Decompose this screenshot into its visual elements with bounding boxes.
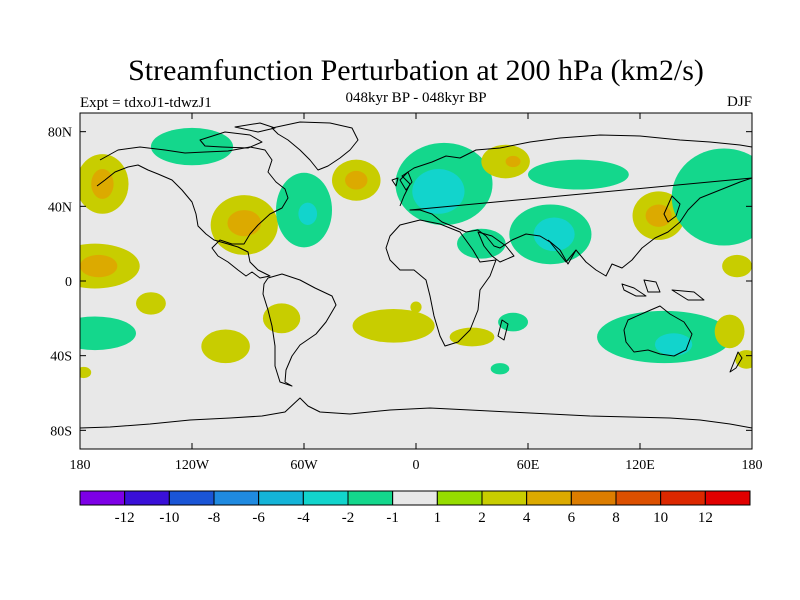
- map-panel: [79, 112, 753, 450]
- colorbar-label-1: -10: [159, 510, 179, 526]
- colorbar-label-13: 12: [698, 510, 713, 526]
- season-label: DJF: [727, 94, 752, 110]
- anomaly-region-11: [457, 228, 506, 259]
- colorbar-swatch-1: [124, 490, 170, 506]
- anomaly-region-23: [136, 292, 166, 315]
- coastlines: [80, 121, 752, 429]
- colorbar-label-11: 8: [612, 510, 620, 526]
- coast-antarctica: [80, 397, 752, 429]
- anomaly-region-26: [262, 303, 301, 334]
- y-tick-label-0: 80N: [48, 126, 72, 141]
- y-tick-label-4: 80S: [50, 424, 72, 439]
- anomaly-region-1: [91, 169, 114, 199]
- coast-africa: [385, 219, 497, 347]
- anomaly-region-29: [449, 327, 495, 347]
- anomaly-region-33: [714, 314, 745, 349]
- y-tick-label-3: 40S: [50, 350, 72, 365]
- colorbar-swatch-7: [392, 490, 438, 506]
- colorbar-swatch-5: [302, 490, 349, 506]
- x-tick-label-4: 60E: [517, 458, 540, 473]
- coast-south-america: [262, 273, 337, 387]
- x-tick-label-0: 180: [70, 458, 91, 473]
- anomaly-region-36: [80, 366, 92, 379]
- colorbar-swatch-14: [704, 490, 751, 506]
- y-tick-label-1: 40N: [48, 200, 72, 215]
- colorbar-label-12: 10: [653, 510, 668, 526]
- colorbar-swatch-9: [481, 490, 528, 506]
- coast-greenland: [271, 121, 359, 171]
- colorbar-swatch-0: [79, 490, 126, 506]
- anomaly-region-19: [671, 148, 752, 246]
- anomaly-region-2: [150, 127, 234, 166]
- x-tick-label-1: 120W: [175, 458, 210, 473]
- anomaly-region-22: [722, 254, 752, 278]
- colorbar-swatch-4: [258, 490, 304, 506]
- coast-madagascar: [497, 319, 509, 341]
- anomaly-region-24: [80, 316, 136, 351]
- period-label: 048kyr BP - 048kyr BP: [345, 90, 486, 106]
- anomaly-region-27: [352, 309, 435, 343]
- x-tick-label-2: 60W: [290, 458, 318, 473]
- colorbar-label-4: -4: [297, 510, 310, 526]
- coast-india: [547, 239, 577, 265]
- coast-australia: [623, 305, 693, 357]
- colorbar-label-3: -6: [252, 510, 265, 526]
- x-tick-label-6: 180: [742, 458, 763, 473]
- coast-north-america: [96, 146, 289, 279]
- colorbar-label-0: -12: [115, 510, 135, 526]
- colorbar-label-2: -8: [208, 510, 221, 526]
- colorbar-label-6: -1: [386, 510, 399, 526]
- y-tick-label-2: 0: [65, 275, 72, 290]
- colorbar-label-10: 6: [568, 510, 576, 526]
- anomaly-region-28: [410, 301, 422, 313]
- anomaly-region-16: [533, 217, 575, 252]
- anomaly-region-18: [645, 204, 672, 227]
- coast-new-zealand: [729, 351, 743, 373]
- anomaly-region-32: [654, 333, 693, 356]
- colorbar-swatch-6: [347, 490, 394, 506]
- anomaly-region-35: [490, 363, 510, 375]
- x-tick-label-3: 0: [413, 458, 420, 473]
- colorbar-swatch-11: [570, 490, 617, 506]
- anomaly-region-8: [345, 170, 368, 190]
- experiment-label: Expt = tdxoJ1-tdwzJ1: [80, 95, 212, 111]
- anomaly-region-14: [528, 159, 629, 190]
- colorbar-swatch-13: [660, 490, 706, 506]
- x-tick-label-5: 120E: [625, 458, 655, 473]
- colorbar-label-9: 4: [523, 510, 531, 526]
- colorbar-label-8: 2: [478, 510, 486, 526]
- anomaly-region-6: [298, 202, 318, 225]
- chart-title: Streamfunction Perturbation at 200 hPa (…: [128, 54, 704, 87]
- map-axes: 180 120W 60W 0 60E 120E 180 80N 40N 0 40S 80S: [48, 113, 763, 473]
- colorbar-swatch-2: [168, 490, 215, 506]
- colorbar-swatch-10: [526, 490, 572, 506]
- coast-british-isles: [391, 171, 413, 191]
- colorbar: -12 -10 -8 -6 -4 -2 -1 1 2 4 6 8 10 12: [79, 490, 751, 526]
- anomaly-region-21: [80, 254, 118, 278]
- anomaly-region-30: [498, 312, 528, 332]
- anomaly-region-4: [227, 210, 262, 237]
- colorbar-label-7: 1: [434, 510, 442, 526]
- coast-indonesia: [621, 279, 705, 301]
- anomaly-layer: [80, 127, 752, 379]
- colorbar-swatch-3: [213, 490, 260, 506]
- anomaly-region-10: [412, 169, 465, 214]
- colorbar-swatch-8: [436, 490, 483, 506]
- colorbar-swatch-12: [615, 490, 662, 506]
- coast-japan: [663, 195, 681, 223]
- anomaly-region-13: [505, 155, 521, 168]
- colorbar-label-5: -2: [342, 510, 355, 526]
- coast-arctic-islands: [199, 122, 276, 149]
- anomaly-region-25: [201, 329, 250, 364]
- coast-arabia: [477, 231, 515, 263]
